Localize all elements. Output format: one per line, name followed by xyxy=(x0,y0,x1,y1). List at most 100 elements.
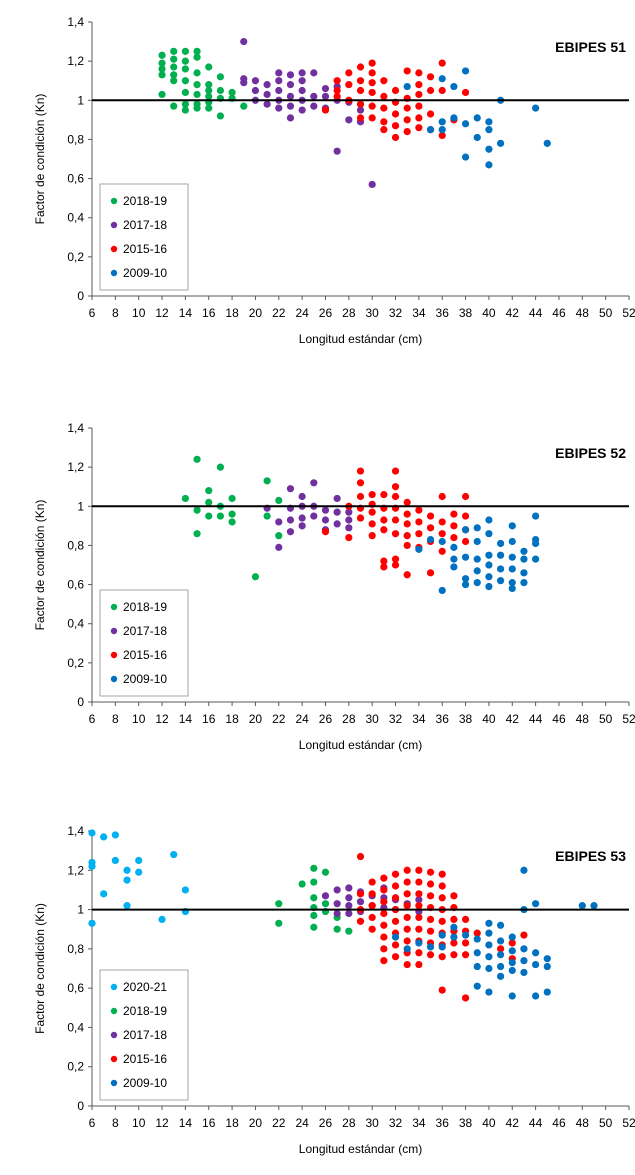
y-tick-label: 1 xyxy=(77,903,84,917)
data-point xyxy=(380,557,388,565)
x-tick-label: 40 xyxy=(482,306,496,320)
data-point xyxy=(496,539,505,548)
data-point xyxy=(461,931,470,939)
x-tick-label: 26 xyxy=(319,712,333,726)
scatter-chart-2: 0 0,2 0,4 0,6 0,8 1 1,2 1,4 6 8 10 12 14 16 18 20 22 24 26… xyxy=(33,421,635,752)
data-point xyxy=(251,573,260,581)
data-point xyxy=(403,925,411,933)
data-point xyxy=(391,530,400,538)
data-point xyxy=(461,553,470,561)
data-point xyxy=(415,114,423,122)
data-point xyxy=(181,886,189,894)
data-point xyxy=(438,59,446,67)
data-point xyxy=(438,530,446,538)
data-point xyxy=(508,992,516,1000)
data-point xyxy=(240,79,248,87)
data-point xyxy=(450,563,458,571)
x-tick-label: 36 xyxy=(436,306,450,320)
data-point xyxy=(380,526,388,534)
data-point xyxy=(426,524,435,532)
x-tick-label: 42 xyxy=(506,1116,520,1130)
data-point xyxy=(403,498,411,506)
data-point xyxy=(438,547,446,555)
x-tick-label: 42 xyxy=(506,712,520,726)
data-point xyxy=(520,569,528,577)
data-point xyxy=(520,945,528,953)
data-point xyxy=(380,909,388,918)
y-tick-label: 0,6 xyxy=(67,981,84,995)
data-point xyxy=(426,535,435,544)
data-point xyxy=(88,829,96,837)
x-tick-label: 26 xyxy=(319,306,333,320)
data-point xyxy=(508,522,516,530)
x-tick-label: 40 xyxy=(482,1116,496,1130)
data-point xyxy=(333,494,341,503)
data-point xyxy=(298,69,306,77)
data-point xyxy=(508,584,516,593)
data-point xyxy=(170,77,178,85)
data-point xyxy=(181,100,189,108)
data-point xyxy=(415,69,423,77)
data-point xyxy=(438,518,446,526)
data-point xyxy=(461,575,470,583)
data-point xyxy=(473,929,481,937)
data-point xyxy=(543,139,551,147)
data-point xyxy=(590,902,598,910)
data-point xyxy=(450,915,458,923)
x-tick-label: 14 xyxy=(179,306,193,320)
data-point xyxy=(415,90,423,99)
data-point xyxy=(415,518,423,526)
data-point xyxy=(485,964,493,973)
x-tick-label: 10 xyxy=(132,306,146,320)
data-point xyxy=(158,51,166,59)
x-tick-label: 16 xyxy=(202,306,216,320)
data-point xyxy=(356,86,365,95)
data-point xyxy=(158,65,166,73)
data-point xyxy=(543,988,551,996)
data-point xyxy=(438,882,446,890)
data-point xyxy=(345,516,353,524)
x-tick-label: 38 xyxy=(459,1116,473,1130)
legend-marker xyxy=(110,627,118,635)
data-point xyxy=(496,139,505,147)
y-tick-label: 0 xyxy=(77,695,84,709)
data-point xyxy=(496,551,505,559)
data-point xyxy=(450,933,458,941)
data-point xyxy=(532,960,540,969)
data-point xyxy=(380,563,388,571)
data-point xyxy=(415,949,423,957)
y-tick-label: 0,8 xyxy=(67,538,84,552)
data-point xyxy=(380,921,388,929)
data-point xyxy=(158,59,166,67)
data-point xyxy=(391,561,400,569)
data-point xyxy=(263,512,271,520)
data-point xyxy=(123,902,131,910)
data-point xyxy=(216,86,225,95)
data-point xyxy=(426,126,435,134)
legend-label: 2020-21 xyxy=(123,980,167,994)
data-point xyxy=(391,953,400,961)
data-point xyxy=(473,949,481,957)
data-point xyxy=(345,508,353,516)
data-point xyxy=(193,47,201,55)
data-point xyxy=(508,537,516,546)
x-axis-label: Longitud estándar (cm) xyxy=(299,1142,422,1156)
data-point xyxy=(426,951,435,959)
data-point xyxy=(415,506,423,514)
data-point xyxy=(368,878,376,886)
data-point xyxy=(403,116,411,124)
data-point xyxy=(391,941,400,949)
x-tick-label: 48 xyxy=(576,712,590,726)
data-point xyxy=(426,943,435,951)
data-point xyxy=(543,962,551,971)
data-point xyxy=(450,555,458,563)
data-point xyxy=(170,71,178,79)
data-point xyxy=(426,512,435,520)
scatter-chart-3: 0 0,2 0,4 0,6 0,8 1 1,2 1,4 6 8 10 12 14 16 18 20 22 24 26… xyxy=(33,824,635,1156)
x-tick-label: 14 xyxy=(179,1116,193,1130)
data-point xyxy=(263,81,271,89)
data-point xyxy=(496,972,505,980)
x-tick-label: 20 xyxy=(249,712,263,726)
x-tick-label: 12 xyxy=(155,712,169,726)
